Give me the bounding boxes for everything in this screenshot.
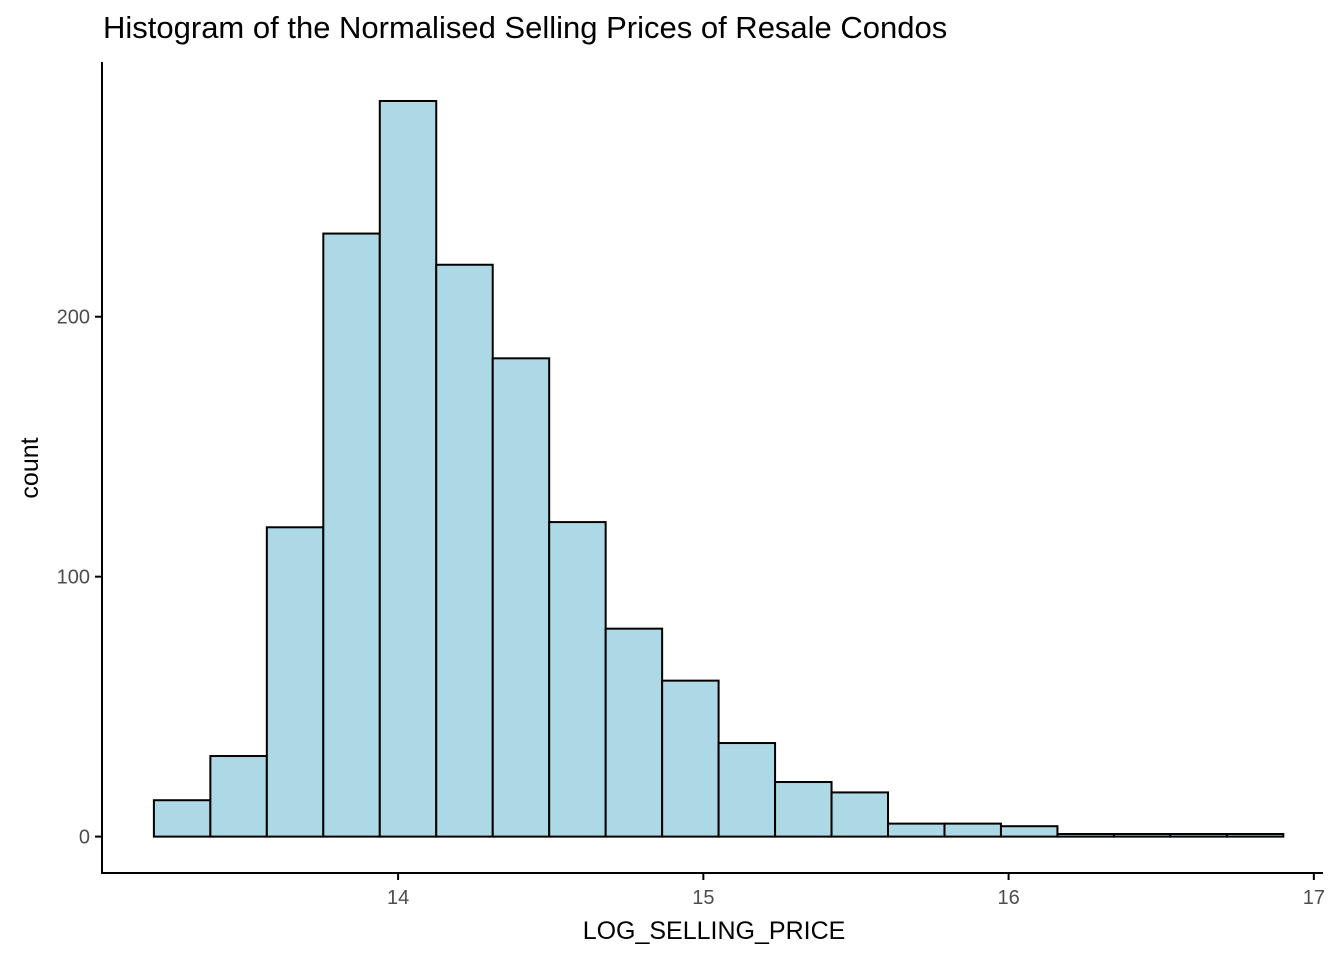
histogram-bar <box>717 742 777 838</box>
bars-group <box>152 99 1285 838</box>
histogram-bar <box>1056 833 1115 838</box>
histogram-bar <box>1169 833 1228 838</box>
histogram-bar <box>661 679 720 838</box>
histogram-bar <box>265 526 325 838</box>
x-axis-title: LOG_SELLING_PRICE <box>583 917 846 945</box>
y-tick-label: 0 <box>79 827 90 849</box>
histogram-bar <box>999 825 1059 838</box>
histogram-bar <box>943 822 1002 838</box>
y-axis-title: count <box>16 437 44 498</box>
histogram-bar <box>887 822 946 838</box>
histogram-bar <box>209 755 268 838</box>
histogram-bar <box>1225 833 1285 838</box>
x-tick-label: 14 <box>387 887 409 909</box>
histogram-bar <box>491 357 551 838</box>
histogram-bar <box>1112 833 1172 838</box>
histogram-bar <box>322 232 381 838</box>
x-tick-label: 16 <box>997 887 1019 909</box>
y-tick-label: 200 <box>57 307 90 329</box>
histogram-bar <box>830 791 890 838</box>
y-ticks-group: 0 100 200 <box>57 307 102 849</box>
histogram-bar <box>152 799 212 838</box>
histogram-bar <box>774 781 833 838</box>
chart-title: Histogram of the Normalised Selling Pric… <box>103 10 948 45</box>
y-tick-label: 100 <box>57 567 90 589</box>
x-tick-label: 15 <box>692 887 714 909</box>
x-ticks-group: 14 15 16 17 <box>387 873 1325 909</box>
histogram-bar <box>548 521 607 838</box>
x-tick-label: 17 <box>1303 887 1325 909</box>
histogram-bar <box>435 263 494 838</box>
histogram-bar <box>604 627 664 838</box>
histogram-bar <box>378 99 438 838</box>
